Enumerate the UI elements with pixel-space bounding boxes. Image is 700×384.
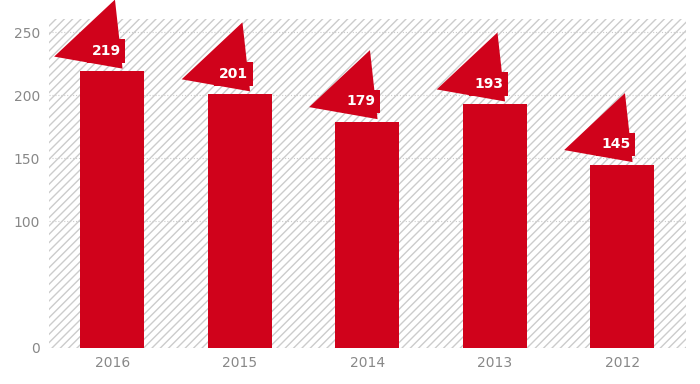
Text: 179: 179 bbox=[309, 50, 377, 119]
Bar bbox=[591, 165, 654, 348]
Bar bbox=[463, 104, 526, 348]
Bar bbox=[208, 94, 272, 348]
Text: 193: 193 bbox=[437, 32, 505, 101]
Bar bbox=[335, 122, 399, 348]
Text: 219: 219 bbox=[54, 0, 122, 69]
Bar bbox=[80, 71, 144, 348]
Text: 201: 201 bbox=[182, 22, 250, 91]
Text: 145: 145 bbox=[564, 93, 633, 162]
